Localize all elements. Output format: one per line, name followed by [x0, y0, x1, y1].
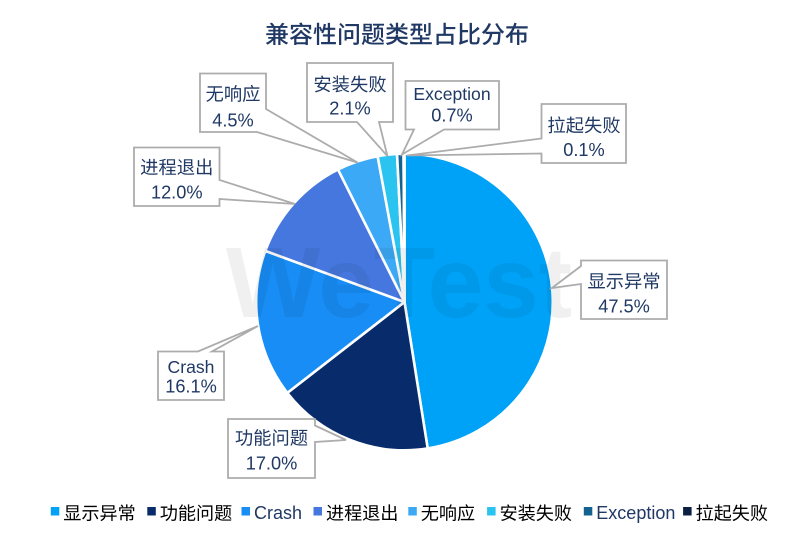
- svg-text:0.7%: 0.7%: [431, 106, 472, 126]
- svg-text:0.1%: 0.1%: [563, 140, 604, 160]
- svg-text:Crash: Crash: [254, 503, 302, 523]
- svg-text:4.5%: 4.5%: [212, 111, 253, 131]
- svg-text:17.0%: 17.0%: [246, 453, 298, 473]
- svg-text:WeTest: WeTest: [226, 227, 572, 339]
- svg-text:16.1%: 16.1%: [165, 376, 217, 396]
- svg-text:12.0%: 12.0%: [151, 183, 203, 203]
- svg-text:Exception: Exception: [413, 84, 490, 104]
- svg-text:2.1%: 2.1%: [329, 99, 370, 119]
- svg-text:47.5%: 47.5%: [598, 296, 650, 316]
- svg-text:Exception: Exception: [596, 503, 675, 523]
- svg-text:Crash: Crash: [168, 357, 215, 377]
